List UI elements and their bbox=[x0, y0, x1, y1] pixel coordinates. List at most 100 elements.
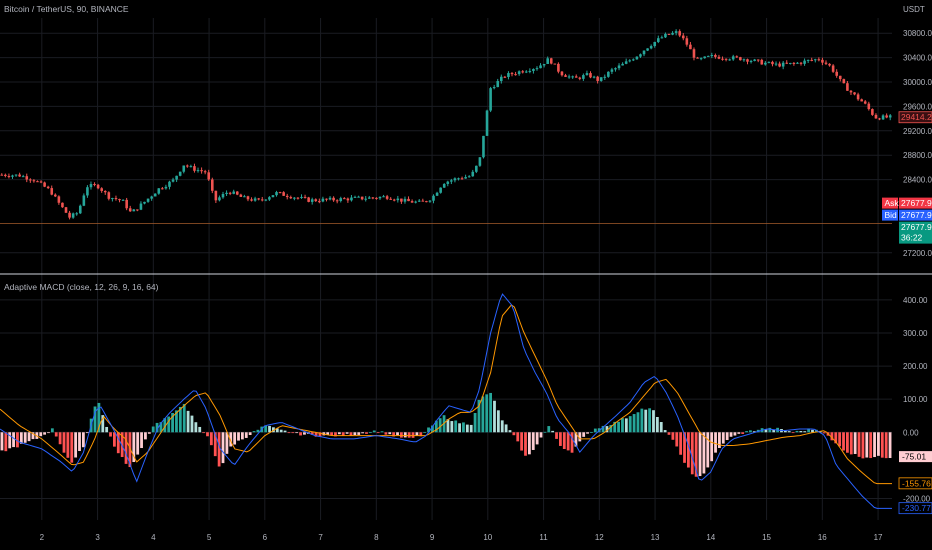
price-axis[interactable]: 30800.00 30400.00 30000.00 29600.00 29200.00… bbox=[903, 29, 932, 258]
candle-body bbox=[867, 103, 871, 110]
histogram-bar bbox=[570, 432, 574, 453]
candle-body bbox=[161, 188, 164, 190]
candle-body bbox=[849, 90, 853, 93]
price-tick-label: 29600.00 bbox=[903, 102, 932, 111]
currency-label: USDT bbox=[903, 5, 925, 14]
candle-body bbox=[603, 76, 607, 78]
histogram-bar bbox=[485, 394, 489, 433]
candle-body bbox=[182, 165, 186, 172]
indicator-title: Adaptive MACD (close, 12, 26, 9, 16, 64) bbox=[4, 282, 159, 292]
candle-body bbox=[203, 171, 207, 173]
candle-body bbox=[103, 190, 107, 193]
histogram-bar bbox=[78, 432, 81, 452]
symbol-title: Bitcoin / TetherUS, 90, BINANCE bbox=[4, 4, 129, 14]
histogram-bar bbox=[462, 422, 465, 433]
candle-body bbox=[189, 166, 193, 168]
candle-body bbox=[874, 114, 878, 119]
candle-body bbox=[496, 81, 500, 88]
candle-body bbox=[14, 174, 18, 176]
price-tick-label: 28800.00 bbox=[903, 151, 932, 160]
candle-body bbox=[378, 196, 382, 199]
candle-body bbox=[813, 59, 817, 61]
histogram-bar bbox=[721, 432, 725, 444]
histogram-bar bbox=[838, 432, 842, 447]
macd-value-box bbox=[898, 502, 932, 515]
histogram-bar bbox=[85, 432, 89, 434]
histogram-bar bbox=[869, 432, 873, 459]
candle-body bbox=[628, 60, 632, 62]
candle-body bbox=[806, 59, 810, 61]
histogram-bar bbox=[113, 432, 116, 447]
histogram-bar bbox=[268, 425, 271, 433]
candle-body bbox=[200, 170, 203, 172]
candle-body bbox=[268, 197, 271, 200]
candle-body bbox=[68, 212, 71, 218]
histogram-bar bbox=[384, 432, 388, 435]
candle-body bbox=[653, 41, 657, 47]
candle-body bbox=[689, 44, 692, 50]
histogram-bar bbox=[314, 432, 318, 437]
histogram-bar bbox=[376, 432, 380, 434]
candle-body bbox=[93, 184, 96, 186]
candle-body bbox=[828, 63, 831, 66]
candle-body bbox=[128, 208, 132, 212]
histogram-bar bbox=[345, 432, 349, 434]
candle-body bbox=[307, 197, 310, 202]
macd-tags: -75.01 -155.76 -230.77 bbox=[898, 451, 932, 515]
candle-body bbox=[296, 197, 300, 199]
candle-body bbox=[714, 55, 717, 57]
candle-body bbox=[764, 62, 767, 65]
candle-body bbox=[557, 63, 560, 72]
candle-body bbox=[724, 58, 728, 60]
histogram-bar bbox=[70, 432, 74, 463]
histogram-bar bbox=[159, 422, 163, 433]
candle-body bbox=[239, 194, 243, 197]
histogram-bar bbox=[178, 406, 182, 433]
candle-body bbox=[278, 192, 282, 194]
candle-body bbox=[46, 186, 50, 189]
candle-body bbox=[863, 101, 867, 104]
candle-body bbox=[642, 50, 646, 55]
histogram-bar bbox=[54, 432, 58, 437]
candle-body bbox=[346, 198, 350, 201]
candle-body bbox=[132, 209, 136, 212]
histogram-bar bbox=[349, 432, 353, 436]
candle-body bbox=[835, 71, 838, 76]
histogram-bar bbox=[559, 432, 562, 446]
candle-body bbox=[749, 60, 753, 62]
histogram-bar bbox=[640, 408, 644, 433]
bid-label: Bid bbox=[885, 210, 898, 220]
histogram-bar bbox=[334, 432, 337, 437]
histogram-bar bbox=[562, 432, 566, 449]
candle-body bbox=[878, 118, 881, 120]
candle-body bbox=[796, 62, 799, 64]
candle-body bbox=[228, 192, 232, 194]
histogram-bar bbox=[81, 432, 85, 448]
candle-body bbox=[731, 56, 735, 60]
histogram-bar bbox=[326, 432, 330, 435]
histogram-bar bbox=[520, 432, 524, 451]
histogram-bar bbox=[74, 432, 78, 458]
time-axis[interactable]: 2 3 4 5 6 7 8 9 10 11 12 13 14 15 16 17 bbox=[40, 533, 883, 542]
candle-body bbox=[175, 175, 178, 180]
histogram-bar bbox=[803, 431, 807, 433]
histogram-bar bbox=[846, 432, 849, 453]
histogram-bar bbox=[636, 412, 640, 433]
macd-axis[interactable]: 400.00 300.00 200.00 100.00 0.00 -200.00 bbox=[903, 296, 931, 504]
histogram-bar bbox=[749, 430, 752, 433]
time-tick-label: 15 bbox=[762, 533, 771, 542]
candle-body bbox=[799, 62, 803, 64]
histogram-bar bbox=[527, 432, 531, 455]
candle-body bbox=[692, 49, 696, 58]
candle-body bbox=[75, 213, 79, 215]
candle-body bbox=[382, 196, 385, 198]
candle-body bbox=[703, 56, 706, 59]
bid-price-value: 27677.91 bbox=[901, 210, 932, 220]
histogram-bar bbox=[535, 432, 539, 445]
candle-body bbox=[82, 195, 86, 206]
candle-body bbox=[596, 76, 599, 81]
histogram-bar bbox=[539, 432, 543, 438]
histogram-bar bbox=[415, 432, 419, 436]
candle-body bbox=[453, 178, 457, 181]
